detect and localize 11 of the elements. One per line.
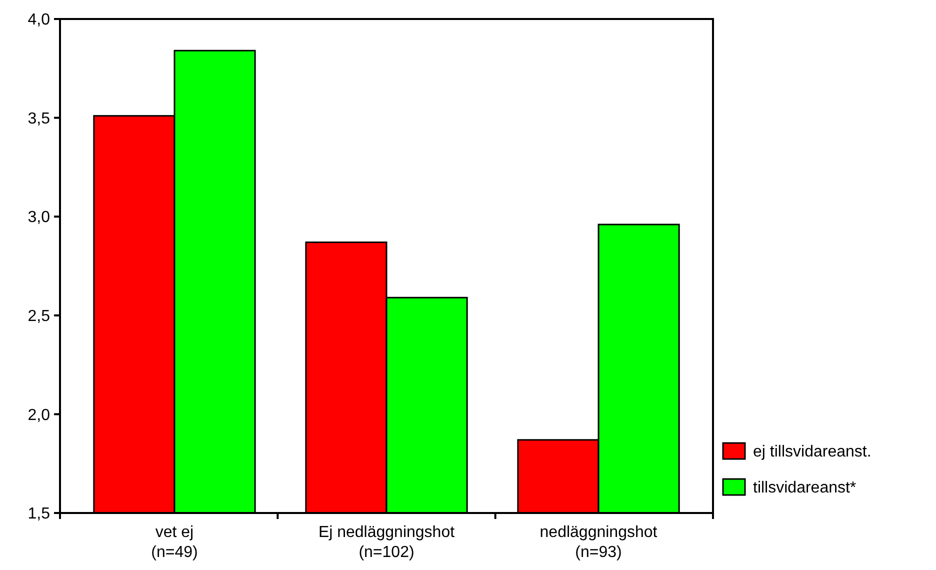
y-tick-label: 4,0 (28, 12, 50, 29)
y-tick-label: 2,5 (28, 308, 50, 325)
legend-label: ej tillsvidareanst. (753, 444, 872, 461)
y-tick-label: 1,5 (28, 506, 50, 523)
x-tick-label: nedläggningshot (n=93) (540, 524, 658, 561)
x-tick-label: vet ej (n=49) (151, 524, 198, 561)
legend-label: tillsvidareanst* (753, 480, 856, 497)
y-tick-label: 3,5 (28, 110, 50, 128)
y-tick-label: 3,0 (28, 209, 50, 226)
y-tick-label: 2,0 (28, 406, 50, 424)
x-tick-label: Ej nedläggningshot (n=102) (318, 524, 456, 561)
